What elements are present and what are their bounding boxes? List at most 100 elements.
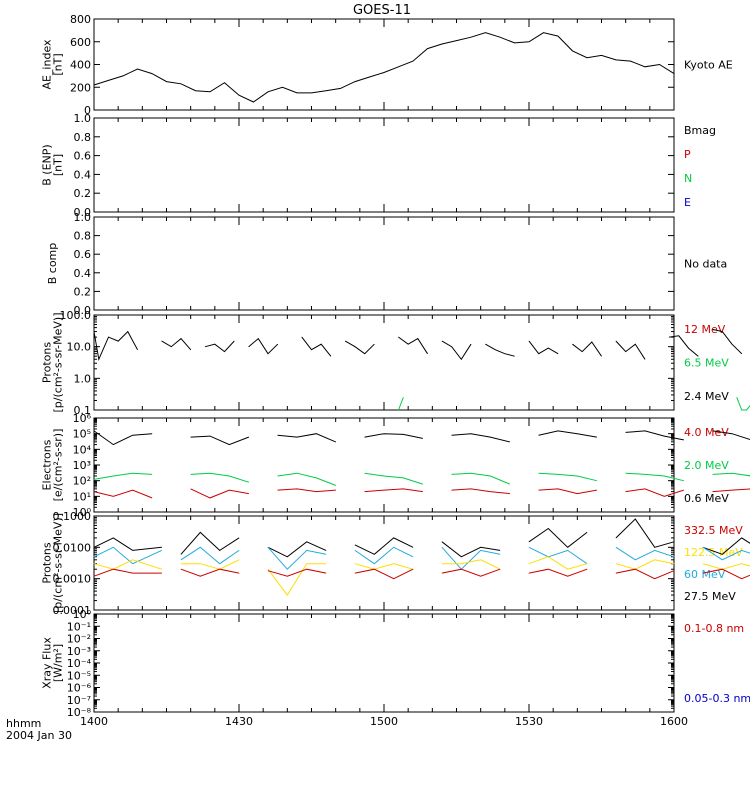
data-point: [635, 559, 636, 561]
data-point: [615, 340, 617, 342]
data-point: [722, 554, 723, 555]
data-point: [528, 547, 530, 548]
data-point: [108, 336, 109, 338]
data-point: [238, 559, 240, 561]
data-point: [190, 349, 191, 351]
x-tick-label: 1400: [80, 715, 108, 728]
data-point: [673, 570, 675, 571]
data-point: [741, 409, 742, 411]
data-point: [335, 441, 337, 443]
data-point: [137, 349, 138, 351]
data-point: [224, 82, 225, 83]
data-point: [644, 474, 646, 475]
data-point: [296, 92, 298, 94]
y-tick-label: 0.1000: [53, 510, 92, 523]
data-point: [306, 568, 308, 570]
y-tick-label: 0.2: [74, 285, 92, 298]
y-axis-label: [nT]: [52, 53, 65, 75]
data-point: [316, 477, 317, 479]
data-point: [412, 547, 414, 548]
data-point: [113, 496, 114, 497]
y-tick-label: 0.0: [74, 304, 92, 317]
panel-frame: [93, 117, 675, 213]
data-point: [287, 594, 288, 596]
y-tick-label: 10⁻⁸: [67, 706, 92, 719]
legend-label: 12 MeV: [684, 323, 726, 336]
y-tick-label: 1.0: [74, 372, 92, 385]
data-point: [567, 575, 568, 577]
legend-label: E: [684, 196, 691, 209]
data-point: [132, 550, 133, 551]
data-point: [509, 483, 511, 485]
panel-frame: [93, 515, 675, 611]
data-point: [548, 556, 549, 558]
data-point: [267, 568, 269, 570]
data-point: [422, 438, 424, 439]
data-point: [345, 340, 346, 342]
data-point: [398, 409, 399, 411]
x-tick-label: 1600: [660, 715, 688, 728]
y-tick-label: 0.0100: [53, 541, 92, 554]
data-point: [654, 578, 655, 579]
data-point: [654, 550, 655, 551]
data-point: [480, 547, 482, 548]
y-tick-label: 0.0010: [53, 573, 92, 586]
data-point: [335, 485, 337, 486]
legend-label: 122.5 MeV: [684, 546, 743, 559]
y-tick-label: 0.2: [74, 187, 92, 200]
y-tick-label: 10⁻¹: [67, 620, 91, 633]
data-point: [630, 60, 631, 62]
data-point: [383, 489, 385, 491]
legend-label: 2.0 MeV: [684, 459, 729, 472]
data-point: [577, 433, 578, 435]
data-point: [441, 43, 443, 45]
data-point: [557, 430, 559, 432]
data-point: [190, 436, 191, 438]
data-point: [581, 351, 583, 352]
data-point: [644, 66, 646, 68]
y-tick-label: 600: [70, 36, 91, 49]
data-point: [113, 537, 114, 539]
data-point: [374, 568, 375, 570]
data-point: [282, 87, 283, 88]
data-point: [393, 578, 395, 579]
data-point: [548, 528, 549, 529]
data-point: [712, 329, 713, 330]
data-point: [354, 544, 356, 546]
data-point: [195, 90, 196, 91]
data-point: [548, 568, 549, 570]
data-point: [311, 92, 312, 94]
data-point: [209, 497, 211, 499]
data-point: [577, 475, 578, 477]
data-point: [625, 491, 626, 492]
data-point: [712, 474, 713, 475]
data-point: [374, 554, 375, 555]
data-point: [151, 474, 153, 475]
y-axis-label: AE_index: [41, 39, 54, 90]
y-tick-label: 1.0: [74, 112, 92, 125]
data-point: [441, 572, 443, 574]
y-tick-label: 10⁴: [73, 443, 92, 456]
data-point: [644, 488, 646, 490]
data-point: [480, 559, 482, 561]
data-point: [673, 563, 675, 564]
data-point: [393, 563, 395, 564]
data-point: [180, 563, 182, 564]
data-point: [296, 472, 298, 474]
series-line-kyoto-ae: [93, 32, 675, 103]
series-line-0-6-mev: [93, 430, 750, 446]
data-point: [277, 434, 279, 436]
data-point: [499, 550, 501, 551]
data-point: [233, 340, 235, 342]
y-axis-label: Protons: [41, 542, 54, 583]
data-point: [712, 430, 713, 432]
data-point: [683, 439, 684, 441]
data-point: [470, 343, 472, 345]
data-point: [635, 518, 636, 520]
data-point: [591, 341, 593, 343]
data-point: [132, 472, 133, 474]
y-tick-label: 10⁻⁴: [67, 657, 92, 670]
data-point: [306, 563, 308, 564]
data-point: [509, 441, 511, 443]
data-point: [668, 336, 670, 338]
